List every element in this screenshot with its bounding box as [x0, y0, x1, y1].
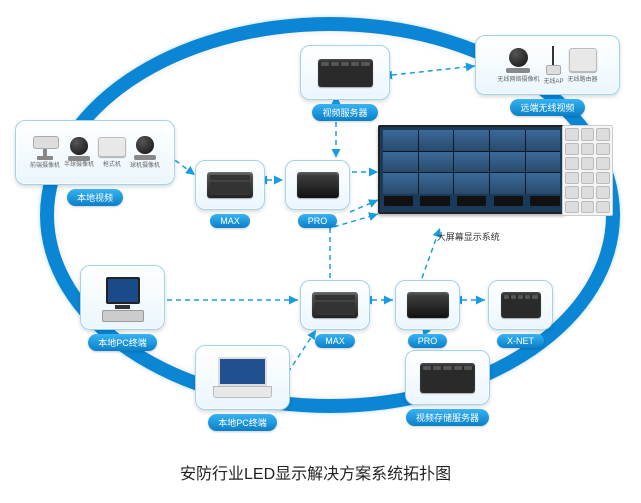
video-wall-display [378, 125, 613, 225]
node-label-local_pc_1: 本地PC终端 [88, 334, 157, 351]
node-label-local_pc_2: 本地PC终端 [208, 414, 277, 431]
node-label-remote_wireless: 远端无线视频 [510, 99, 584, 116]
node-local_pc_2: 本地PC终端 [195, 345, 290, 431]
display-caption: 大屏幕显示系统 [437, 230, 500, 243]
node-label-max_top: MAX [210, 214, 250, 228]
node-max_top: MAX [195, 160, 265, 228]
node-label-storage: 视频存储服务器 [406, 409, 489, 426]
node-pro_top: PRO [285, 160, 350, 228]
node-label-video_server: 视频服务器 [312, 104, 377, 121]
node-label-xnet: X-NET [497, 334, 544, 348]
node-max_mid: MAX [300, 280, 370, 348]
node-label-pro_top: PRO [298, 214, 338, 228]
node-storage: 视频存储服务器 [405, 350, 490, 426]
node-pro_mid: PRO [395, 280, 460, 348]
diagram-title: 安防行业LED显示解决方案系统拓扑图 [180, 460, 451, 484]
node-video_server: 视频服务器 [300, 45, 390, 121]
node-label-pro_mid: PRO [408, 334, 448, 348]
node-xnet: X-NET [488, 280, 553, 348]
node-local_video: 前端摄像机半球摄像机枪式机球机摄像机本地视频 [15, 120, 175, 206]
node-label-max_mid: MAX [315, 334, 355, 348]
node-label-local_video: 本地视频 [67, 189, 123, 206]
node-local_pc_1: 本地PC终端 [80, 265, 165, 351]
node-remote_wireless: 无线网络摄像机无线AP无线路由器远端无线视频 [475, 35, 620, 116]
